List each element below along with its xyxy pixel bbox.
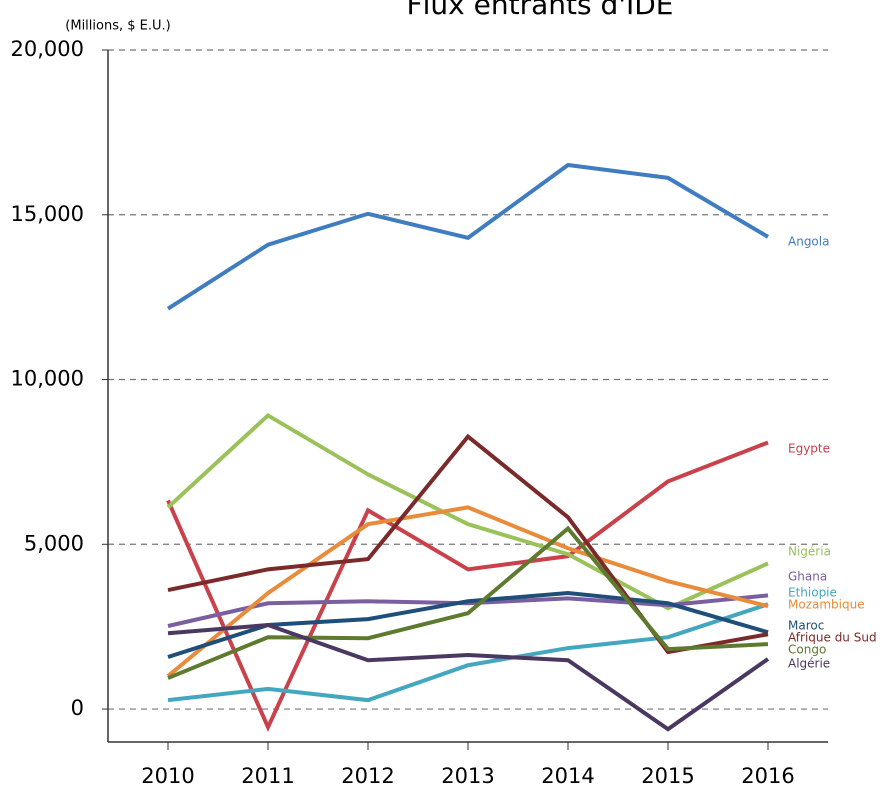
series-label: Congo	[788, 643, 826, 657]
series-label: Angola	[788, 235, 829, 249]
line-series	[166, 412, 769, 611]
line-series	[166, 440, 769, 733]
x-tick-label: 2016	[741, 764, 794, 788]
y-axis-label: (Millions, $ E.U.)	[65, 19, 170, 34]
line-series	[167, 622, 770, 732]
series-label: Nigéria	[788, 545, 831, 559]
line-series	[167, 602, 769, 703]
x-tick-label: 2010	[141, 764, 194, 788]
y-tick-label: 10,000	[11, 367, 84, 391]
line-series	[166, 505, 769, 678]
line-series	[167, 525, 769, 680]
x-tick-label: 2011	[241, 764, 294, 788]
series-label: Ethiopie	[788, 586, 837, 600]
series-label: Algérie	[788, 657, 830, 671]
x-tick-label: 2014	[541, 764, 594, 788]
y-tick-label: 20,000	[11, 37, 84, 61]
x-tick-label: 2013	[441, 764, 494, 788]
line-series	[166, 162, 770, 311]
series-label: Mozambique	[788, 598, 865, 612]
series-label: Afrique du Sud	[788, 631, 877, 645]
series-label: Egypte	[788, 442, 830, 456]
chart-title: Flux entrants d'IDE	[407, 0, 674, 21]
y-tick-label: 5,000	[24, 531, 84, 555]
y-tick-label: 15,000	[11, 202, 84, 226]
line-series	[167, 433, 769, 655]
x-tick-label: 2015	[641, 764, 694, 788]
series-label: Ghana	[788, 570, 827, 584]
series-label: Maroc	[788, 619, 824, 633]
x-tick-label: 2012	[341, 764, 394, 788]
y-tick-label: 0	[71, 696, 84, 720]
